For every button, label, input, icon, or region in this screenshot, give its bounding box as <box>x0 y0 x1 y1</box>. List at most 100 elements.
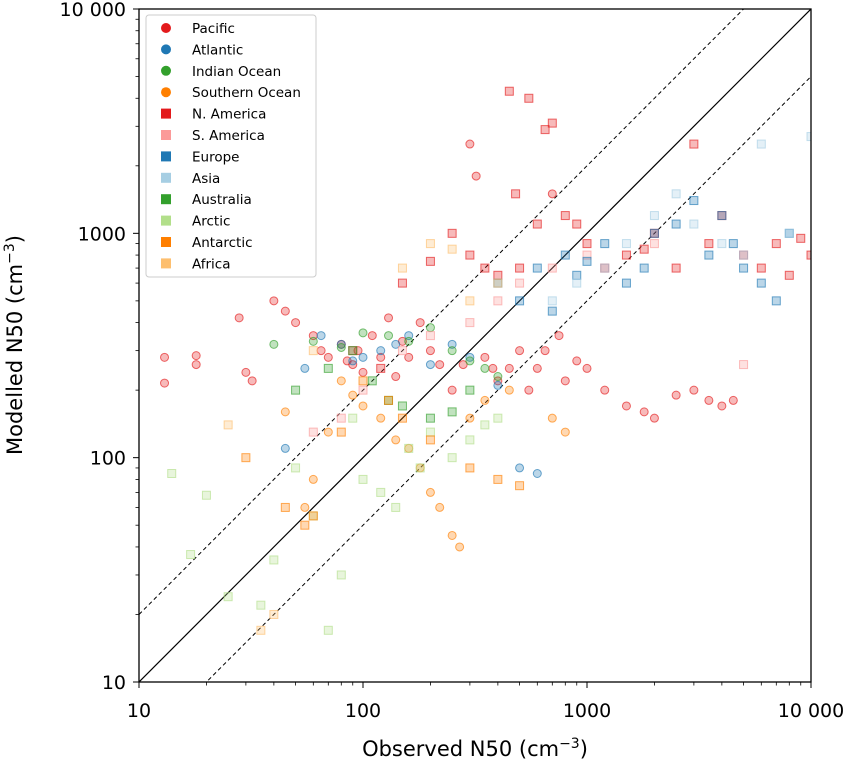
point-africa <box>223 420 233 430</box>
point-s-america <box>649 239 659 249</box>
point-indian-ocean <box>384 331 394 341</box>
point-pacific <box>458 360 468 370</box>
legend-marker <box>161 258 171 269</box>
legend-frame <box>145 14 317 278</box>
x-axis-label: Observed N50 (cm−3) <box>362 736 588 761</box>
point-pacific <box>649 413 659 423</box>
point-n-america <box>560 211 570 221</box>
point-pacific <box>717 401 727 411</box>
legend-label: Southern Ocean <box>192 85 301 101</box>
point-europe <box>600 239 610 249</box>
legend-marker <box>161 44 171 55</box>
point-indian-ocean <box>480 363 490 373</box>
point-pacific <box>554 331 564 341</box>
point-africa <box>397 263 407 273</box>
reference-lines <box>139 9 811 682</box>
point-africa <box>447 244 457 254</box>
point-pacific <box>639 407 649 417</box>
point-n-america <box>704 239 714 249</box>
point-antarctic <box>384 395 394 405</box>
point-australia <box>465 385 475 395</box>
point-africa <box>493 278 503 288</box>
point-australia <box>425 413 435 423</box>
point-s-america <box>547 263 557 273</box>
point-n-america <box>756 263 766 273</box>
point-n-america <box>532 219 542 229</box>
point-atlantic <box>348 356 358 366</box>
point-europe <box>621 278 631 288</box>
point-pacific <box>524 385 534 395</box>
y-axis-label: Modelled N50 (cm−3) <box>2 235 27 455</box>
point-indian-ocean <box>493 372 503 382</box>
x-tick-label: 1000 <box>563 700 611 722</box>
x-tick-label: 10 000 <box>778 700 844 722</box>
legend-marker <box>161 65 171 76</box>
point-europe <box>739 263 749 273</box>
point-n-america <box>796 233 806 243</box>
point-pacific <box>471 171 481 181</box>
point-arctic <box>415 463 425 473</box>
legend-label: Asia <box>192 171 220 187</box>
legend-label: N. America <box>192 107 266 123</box>
legend-marker <box>161 172 171 183</box>
point-pacific <box>480 352 490 362</box>
legend-marker <box>161 23 171 33</box>
point-europe <box>771 296 781 306</box>
legend-label: Indian Ocean <box>192 64 281 80</box>
point-southern-ocean <box>435 502 445 512</box>
point-africa <box>256 625 266 635</box>
point-arctic <box>493 413 503 423</box>
point-europe <box>532 263 542 273</box>
point-antarctic <box>425 435 435 445</box>
point-pacific <box>621 401 631 411</box>
point-pacific <box>323 352 333 362</box>
point-antarctic <box>280 502 290 512</box>
point-australia <box>367 376 377 386</box>
point-southern-ocean <box>280 407 290 417</box>
point-asia <box>756 139 766 149</box>
point-n-america <box>572 219 582 229</box>
legend-label: Arctic <box>192 214 230 230</box>
point-pacific <box>435 360 445 370</box>
point-pacific <box>547 189 557 199</box>
point-antarctic <box>336 427 346 437</box>
point-pacific <box>600 385 610 395</box>
point-arctic <box>291 463 301 473</box>
point-arctic <box>186 550 196 560</box>
point-arctic <box>256 600 266 610</box>
point-pacific <box>404 352 414 362</box>
point-atlantic <box>280 443 290 453</box>
reference-line-one-to-one <box>139 9 811 682</box>
point-europe <box>728 239 738 249</box>
point-pacific <box>191 360 201 370</box>
point-arctic <box>465 435 475 445</box>
legend-label: Europe <box>192 149 239 165</box>
point-indian-ocean <box>425 323 435 333</box>
point-asia <box>689 219 699 229</box>
point-n-america <box>511 189 521 199</box>
point-southern-ocean <box>447 530 457 540</box>
point-atlantic <box>300 363 310 373</box>
point-asia <box>649 211 659 221</box>
point-pacific <box>532 363 542 373</box>
legend-marker <box>161 215 171 226</box>
point-arctic <box>391 502 401 512</box>
reference-line-factor-upper <box>139 9 745 615</box>
point-pacific <box>572 356 582 366</box>
point-atlantic <box>316 331 326 341</box>
point-pacific <box>465 139 475 149</box>
point-southern-ocean <box>308 474 318 484</box>
point-n-america <box>504 86 514 96</box>
point-southern-ocean <box>391 435 401 445</box>
point-europe <box>649 228 659 238</box>
point-s-america <box>308 427 318 437</box>
point-n-america <box>540 125 550 135</box>
point-asia <box>671 189 681 199</box>
point-pacific <box>488 363 498 373</box>
point-africa <box>269 609 279 619</box>
point-europe <box>756 278 766 288</box>
data-points <box>160 86 811 635</box>
point-australia <box>397 401 407 411</box>
point-europe <box>639 263 649 273</box>
point-southern-ocean <box>425 487 435 497</box>
